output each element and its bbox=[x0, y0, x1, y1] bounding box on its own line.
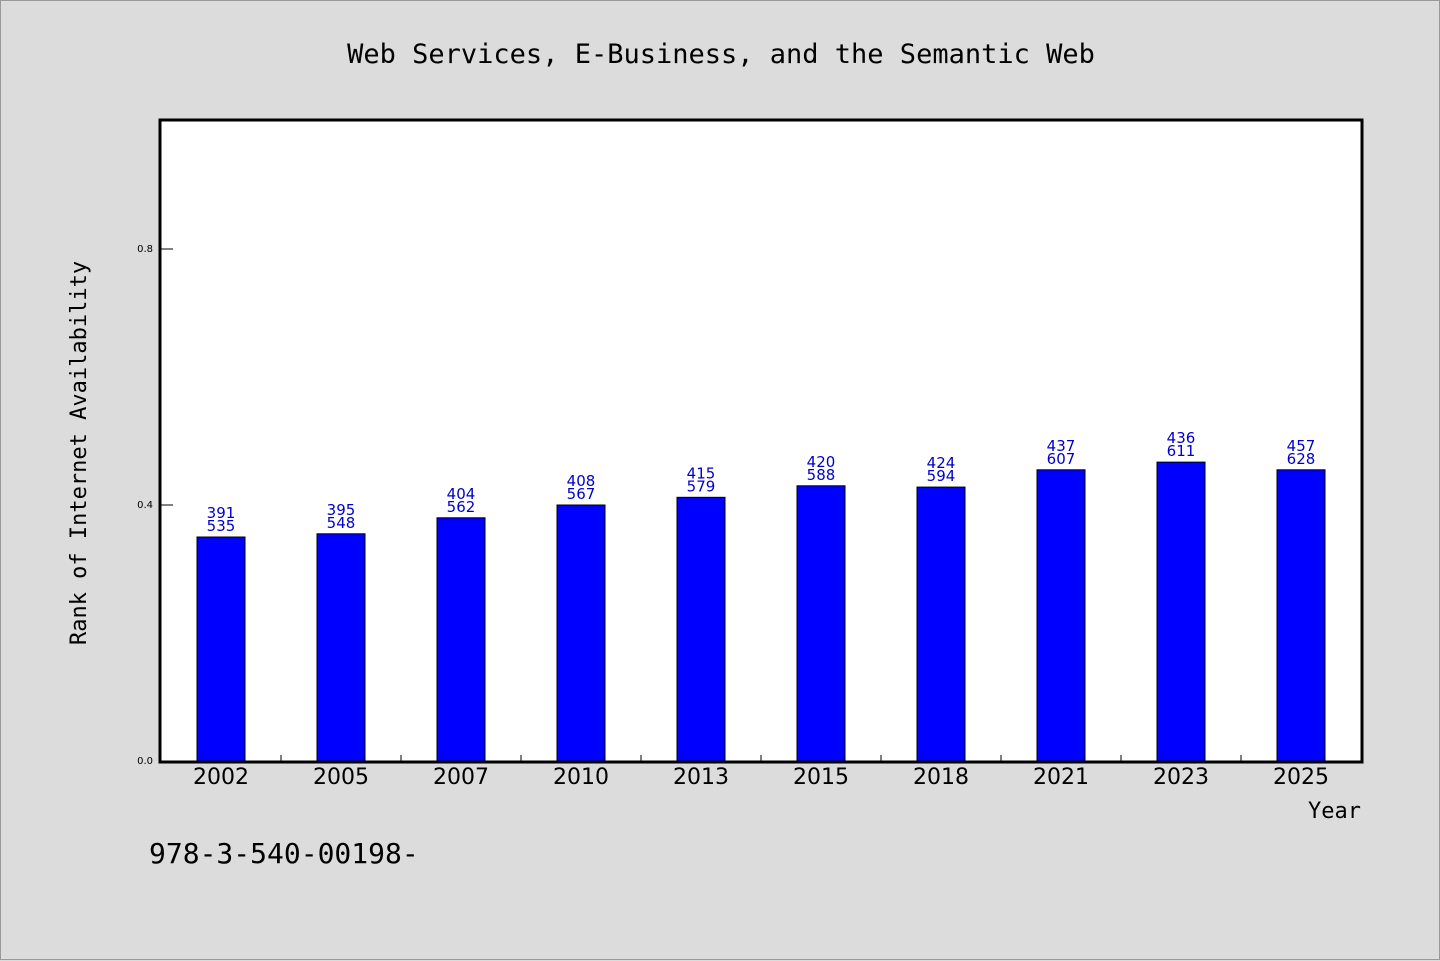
x-tick-label-2021: 2021 bbox=[1033, 765, 1089, 790]
data-label-top-2025: 457 bbox=[1287, 437, 1316, 455]
bar-2013 bbox=[676, 496, 726, 762]
x-tick-label-2002: 2002 bbox=[193, 765, 249, 790]
x-tick-label-2023: 2023 bbox=[1153, 765, 1209, 790]
bar-2021 bbox=[1036, 469, 1086, 762]
data-label-bottom-2021: 607 bbox=[1047, 450, 1076, 468]
data-label-top-2005: 395 bbox=[327, 501, 356, 519]
bar-2025 bbox=[1276, 469, 1326, 762]
data-label-top-2002: 391 bbox=[207, 504, 236, 522]
x-tick-label-2007: 2007 bbox=[433, 765, 489, 790]
x-tick-label-2025: 2025 bbox=[1273, 765, 1329, 790]
plot-border bbox=[158, 118, 1364, 764]
chart-title: Web Services, E-Business, and the Semant… bbox=[347, 39, 1095, 70]
data-label-bottom-2002: 535 bbox=[207, 517, 236, 535]
data-label-top-2018: 424 bbox=[927, 454, 956, 472]
data-label-bottom-2013: 579 bbox=[687, 477, 716, 495]
bar-2005 bbox=[316, 533, 366, 762]
data-label-top-2013: 415 bbox=[687, 464, 716, 482]
bar-2023 bbox=[1156, 461, 1206, 762]
data-label-bottom-2018: 594 bbox=[927, 467, 956, 485]
data-label-top-2007: 404 bbox=[447, 485, 476, 503]
bars-layer bbox=[196, 461, 1326, 762]
data-label-bottom-2015: 588 bbox=[807, 466, 836, 484]
footer-isbn: 978-3-540-00198- bbox=[149, 837, 419, 870]
y-tick-label-0.0: 0.0 bbox=[137, 756, 153, 767]
data-label-top-2010: 408 bbox=[567, 472, 596, 490]
x-tick-label-2013: 2013 bbox=[673, 765, 729, 790]
data-label-bottom-2025: 628 bbox=[1287, 450, 1316, 468]
data-label-top-2015: 420 bbox=[807, 453, 836, 471]
bar-2002 bbox=[196, 536, 246, 762]
y-tick-label-0.4: 0.4 bbox=[137, 500, 153, 511]
x-tick-label-2010: 2010 bbox=[553, 765, 609, 790]
bar-2007 bbox=[436, 517, 486, 762]
data-label-top-2021: 437 bbox=[1047, 437, 1076, 455]
bar-2018 bbox=[916, 486, 966, 762]
x-tick-label-2005: 2005 bbox=[313, 765, 369, 790]
x-tick-label-2018: 2018 bbox=[913, 765, 969, 790]
y-axis-label: Rank of Internet Availability bbox=[67, 261, 92, 645]
data-label-bottom-2007: 562 bbox=[447, 498, 476, 516]
data-label-bottom-2005: 548 bbox=[327, 514, 356, 532]
bar-2015 bbox=[796, 485, 846, 762]
x-axis-label: Year bbox=[1308, 799, 1361, 824]
x-axis-ticks: 2002 2005 2007 2010 2013 2015 2018 2021 2023 2025 bbox=[193, 755, 1329, 790]
data-label-bottom-2023: 611 bbox=[1167, 442, 1196, 460]
bar-2010 bbox=[556, 504, 606, 762]
x-tick-label-2015: 2015 bbox=[793, 765, 849, 790]
y-tick-label-0.8: 0.8 bbox=[137, 244, 153, 255]
data-label-top-2023: 436 bbox=[1167, 429, 1196, 447]
data-label-bottom-2010: 567 bbox=[567, 485, 596, 503]
